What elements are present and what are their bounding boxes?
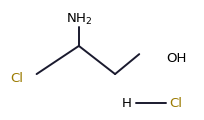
Text: Cl: Cl	[169, 97, 182, 110]
Text: Cl: Cl	[10, 72, 23, 85]
Text: OH: OH	[166, 52, 187, 65]
Text: NH$_2$: NH$_2$	[66, 11, 92, 27]
Text: H: H	[122, 97, 132, 110]
